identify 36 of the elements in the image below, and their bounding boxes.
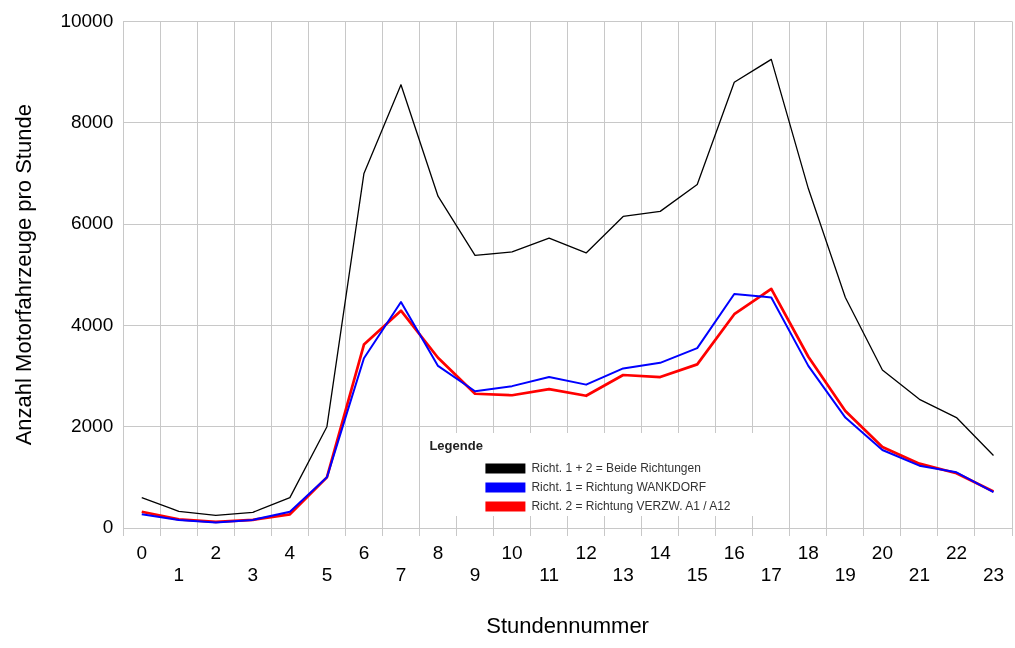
- y-tick-label: 6000: [70, 212, 114, 234]
- x-tick-label: 9: [469, 564, 481, 586]
- x-tick-label: 7: [395, 564, 407, 586]
- y-tick-label: 10000: [60, 9, 114, 31]
- legend-label: Richt. 1 = Richtung WANKDORF: [531, 479, 707, 494]
- x-tick-label: 0: [136, 541, 148, 563]
- x-tick-label: 18: [797, 541, 819, 563]
- y-axis-title: Anzahl Motorfahrzeuge pro Stunde: [11, 104, 37, 446]
- legend-label: Richt. 1 + 2 = Beide Richtungen: [531, 460, 701, 475]
- x-tick-label: 19: [834, 564, 856, 586]
- x-tick-label: 17: [760, 564, 782, 586]
- x-tick-label: 5: [321, 564, 333, 586]
- x-tick-label: 3: [247, 564, 259, 586]
- legend-title: Legende: [429, 437, 483, 453]
- x-tick-label: 20: [871, 541, 893, 563]
- legend-label: Richt. 2 = Richtung VERZW. A1 / A12: [531, 498, 731, 513]
- x-tick-label: 23: [982, 564, 1005, 586]
- x-tick-label: 8: [432, 541, 444, 563]
- y-tick-label: 8000: [70, 110, 114, 132]
- x-tick-label: 22: [945, 541, 968, 563]
- x-tick-label: 11: [539, 564, 559, 586]
- x-tick-label: 15: [686, 564, 708, 586]
- x-tick-label: 1: [173, 564, 185, 586]
- x-tick-label: 16: [723, 541, 745, 563]
- x-tick-label: 10: [501, 541, 523, 563]
- y-tick-label: 4000: [70, 313, 114, 335]
- x-tick-label: 12: [575, 541, 597, 563]
- x-tick-label: 4: [284, 541, 296, 563]
- y-tick-label: 2000: [70, 414, 114, 436]
- x-tick-label: 21: [908, 564, 930, 586]
- x-tick-label: 6: [358, 541, 370, 563]
- x-tick-label: 14: [649, 541, 672, 563]
- x-tick-label: 13: [612, 564, 634, 586]
- x-tick-label: 2: [210, 541, 222, 563]
- y-tick-label: 0: [102, 516, 114, 538]
- x-axis-title: Stundennummer: [486, 612, 649, 638]
